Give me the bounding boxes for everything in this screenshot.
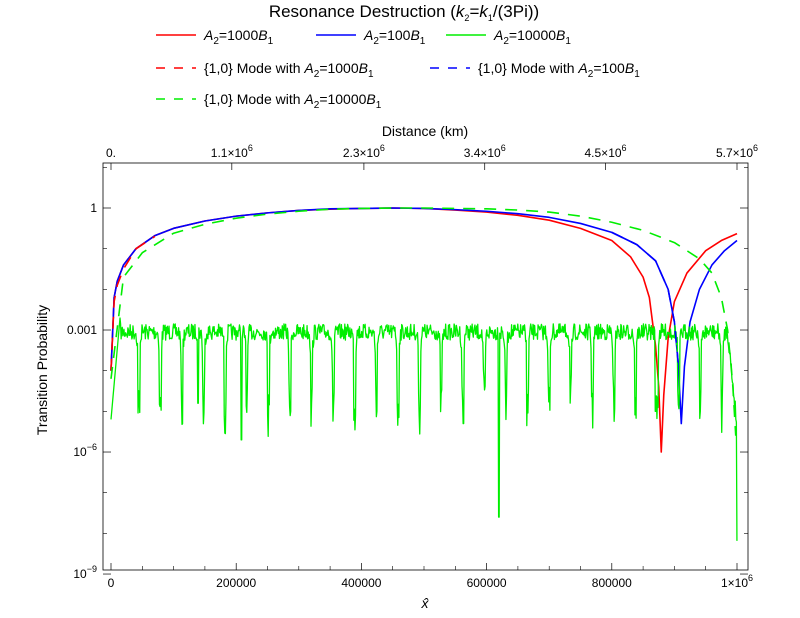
tick-label: 3.4×106 bbox=[464, 143, 506, 160]
tick-label: 400000 bbox=[341, 576, 381, 590]
tick-label: 0 bbox=[108, 576, 115, 590]
legend-entry: A2=10000B1 bbox=[446, 27, 571, 47]
tick-label: 200000 bbox=[216, 576, 256, 590]
legend-entry: A2=100B1 bbox=[316, 27, 426, 47]
y-axis-label: Transition Probability bbox=[34, 305, 50, 435]
legend-label: {1,0} Mode with A2=1000B1 bbox=[204, 60, 374, 80]
series-line bbox=[110, 317, 738, 541]
chart-title: Resonance Destruction (k2=k1/(3Pi)) bbox=[269, 2, 539, 23]
series-line bbox=[110, 235, 156, 371]
tick-label: 4.5×106 bbox=[585, 143, 627, 160]
tick-label: 2.3×106 bbox=[343, 143, 385, 160]
legend-entry: {1,0} Mode with A2=10000B1 bbox=[156, 91, 382, 111]
legend-label: {1,0} Mode with A2=10000B1 bbox=[204, 91, 382, 111]
tick-label: 10−9 bbox=[73, 564, 97, 581]
legend-entry: {1,0} Mode with A2=1000B1 bbox=[156, 60, 374, 80]
tick-label: 800000 bbox=[592, 576, 632, 590]
legend-label: {1,0} Mode with A2=100B1 bbox=[478, 60, 640, 80]
series-line bbox=[611, 231, 679, 363]
tick-label: 0.001 bbox=[67, 323, 97, 337]
tick-label: 5.7×106 bbox=[716, 143, 758, 160]
legend-entry: {1,0} Mode with A2=100B1 bbox=[430, 60, 640, 80]
series-line bbox=[110, 207, 738, 425]
tick-label: 0. bbox=[106, 146, 116, 160]
tick-label: 600000 bbox=[467, 576, 507, 590]
plot-frame bbox=[102, 162, 749, 571]
legend: A2=1000B1 A2=100B1 A2=10000B1 {1,0} Mode wi… bbox=[156, 27, 640, 111]
legend-label: A2=100B1 bbox=[363, 27, 426, 47]
tick-label: 1×106 bbox=[721, 573, 753, 590]
series-line bbox=[110, 207, 737, 436]
series-group bbox=[110, 207, 738, 541]
legend-entry: A2=1000B1 bbox=[156, 27, 274, 47]
axis-ticks: 0 200000 400000 600000 800000 1×106 0. 1.1×106 2… bbox=[67, 143, 758, 590]
tick-label: 1 bbox=[90, 201, 97, 215]
tick-label: 10−6 bbox=[73, 442, 97, 459]
legend-label: A2=1000B1 bbox=[203, 27, 274, 47]
x-axis-label: x̂ bbox=[421, 595, 430, 611]
x2-axis-label: Distance (km) bbox=[382, 123, 468, 139]
legend-label: A2=10000B1 bbox=[493, 27, 571, 47]
tick-label: 1.1×106 bbox=[211, 143, 253, 160]
